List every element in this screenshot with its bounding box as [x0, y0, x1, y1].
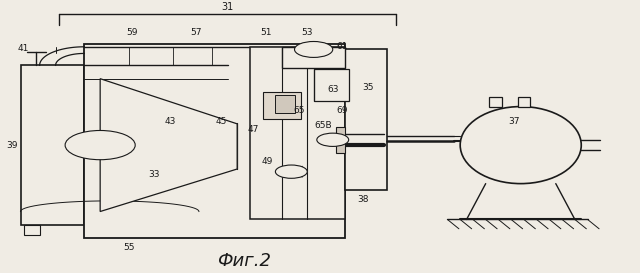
Bar — [314, 69, 349, 101]
Bar — [84, 44, 346, 238]
Text: 45: 45 — [216, 117, 227, 126]
Text: 38: 38 — [357, 195, 369, 204]
Text: 65: 65 — [294, 106, 305, 115]
Text: 51: 51 — [260, 28, 271, 37]
Bar — [24, 225, 40, 235]
Polygon shape — [100, 79, 237, 212]
Text: 37: 37 — [509, 117, 520, 126]
Text: 63: 63 — [327, 85, 339, 94]
Text: 53: 53 — [301, 28, 313, 37]
Bar — [262, 92, 301, 118]
Text: 55: 55 — [123, 243, 134, 252]
Text: 35: 35 — [362, 84, 374, 93]
Bar — [518, 97, 531, 106]
Bar — [250, 47, 346, 219]
Text: 43: 43 — [164, 117, 176, 126]
Text: 39: 39 — [6, 141, 18, 150]
Text: 65B: 65B — [314, 121, 332, 130]
Bar — [346, 49, 387, 190]
Bar — [282, 47, 346, 68]
Text: 57: 57 — [190, 28, 202, 37]
Circle shape — [294, 41, 333, 57]
Circle shape — [317, 133, 349, 146]
Bar — [489, 97, 502, 106]
Circle shape — [65, 130, 135, 160]
Text: 33: 33 — [148, 170, 160, 179]
Bar — [275, 95, 294, 113]
Text: 47: 47 — [248, 125, 259, 134]
Text: 69: 69 — [337, 106, 348, 115]
Circle shape — [275, 165, 307, 178]
Text: 59: 59 — [126, 28, 138, 37]
Bar — [20, 66, 84, 225]
Text: Фиг.2: Фиг.2 — [216, 252, 271, 270]
Ellipse shape — [460, 106, 581, 184]
Text: 41: 41 — [17, 44, 29, 53]
Text: 31: 31 — [221, 2, 234, 12]
Text: 61: 61 — [337, 42, 348, 51]
Text: 49: 49 — [262, 156, 273, 165]
Bar — [336, 126, 346, 153]
